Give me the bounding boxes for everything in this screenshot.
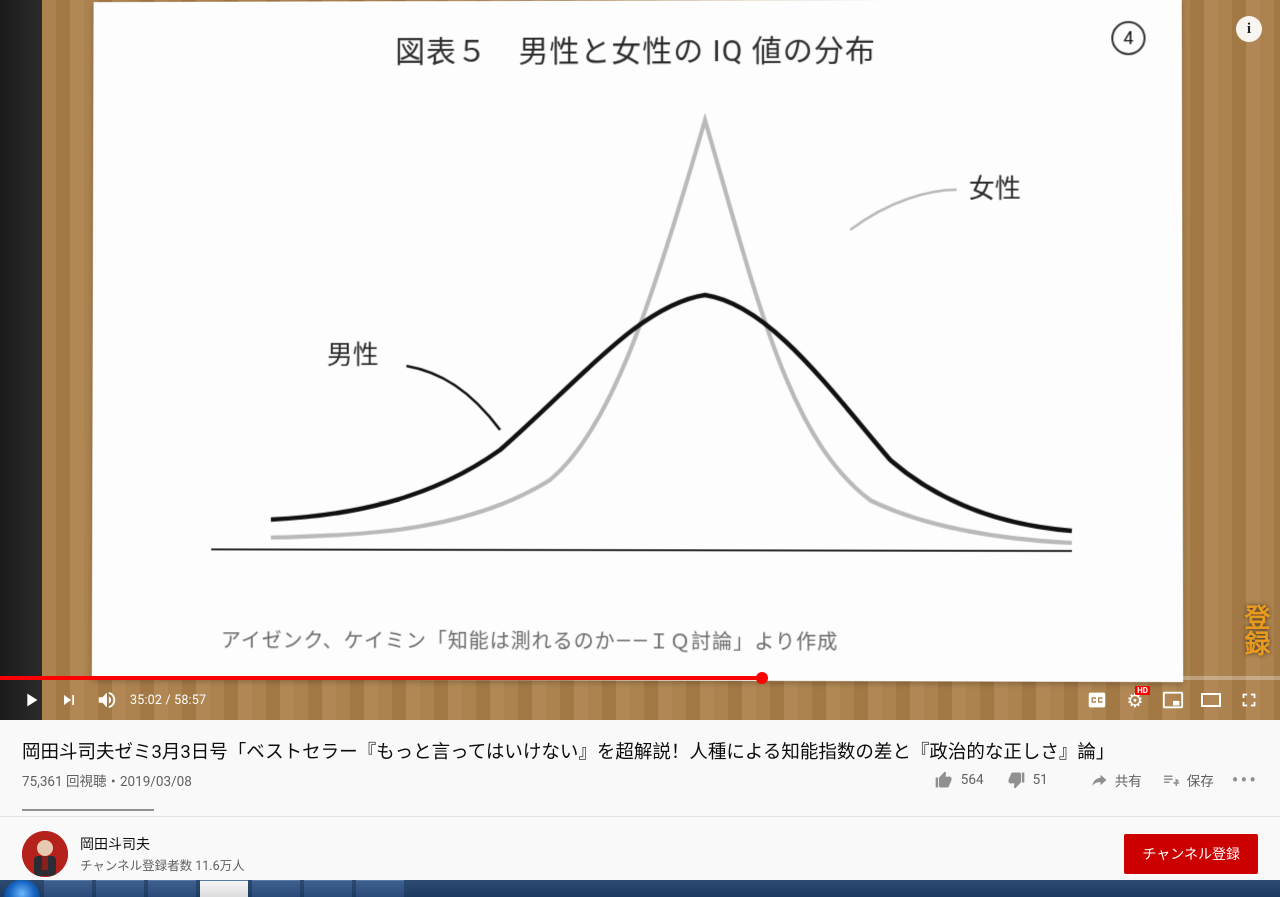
thumb-down-icon [1006,770,1026,790]
curve-female [271,119,1072,543]
callout-male [406,366,500,430]
slide-caption: アイゼンク、ケイミン「知能は測れるのか――ＩＱ討論」より作成 [221,624,838,655]
register-watermark: 登録 [1237,604,1274,656]
more-actions-button[interactable]: ••• [1232,768,1258,792]
label-female: 女性 [969,174,1021,204]
thumb-up-icon [934,770,954,790]
taskbar-item[interactable] [44,880,92,897]
os-taskbar[interactable] [0,880,1280,897]
video-edge-shadow [0,0,42,720]
taskbar-item[interactable] [304,880,352,897]
share-button[interactable]: 共有 [1090,770,1142,790]
avatar-image [22,831,68,877]
taskbar-item[interactable] [356,880,404,897]
theater-button[interactable] [1192,680,1230,720]
video-title: 岡田斗司夫ゼミ3月3日号「ベストセラー『もっと言ってはいけない』を超解説！人種に… [22,738,1258,764]
video-player[interactable]: 図表５ 男性と女性の IQ 値の分布 4 女性 男性 アイゼンク、ケイミン「知能… [0,0,1280,720]
dislike-count: 51 [1033,772,1048,788]
taskbar-item[interactable] [252,880,300,897]
like-count: 564 [961,772,984,788]
dislike-button[interactable]: 51 [1006,770,1048,790]
slide-panel: 図表５ 男性と女性の IQ 値の分布 4 女性 男性 アイゼンク、ケイミン「知能… [92,0,1183,682]
player-controls: 35:02 / 58:57 ⚙ HD [0,680,1280,720]
channel-sub-count: チャンネル登録者数 11.6万人 [80,855,245,874]
subtitles-button[interactable] [1078,680,1116,720]
next-button[interactable] [50,680,88,720]
channel-avatar[interactable] [22,831,68,877]
time-current: 35:02 [130,693,162,708]
channel-name[interactable]: 岡田斗司夫 [80,834,245,854]
info-icon[interactable]: i [1236,16,1262,42]
like-button[interactable]: 564 [934,770,984,790]
time-display: 35:02 / 58:57 [130,693,206,708]
play-button[interactable] [12,680,50,720]
taskbar-item[interactable] [200,880,248,897]
hd-badge: HD [1135,686,1150,695]
playlist-add-icon [1162,771,1180,789]
slide-page-mark: 4 [1111,21,1145,55]
video-stats: 75,361 回視聴・2019/03/08 [22,770,192,790]
start-button[interactable] [4,880,40,897]
curve-male [271,295,1072,531]
distribution-chart: 女性 男性 [152,59,1133,601]
share-icon [1090,771,1108,789]
channel-text: 岡田斗司夫 チャンネル登録者数 11.6万人 [80,834,245,874]
label-male: 男性 [327,341,379,371]
volume-button[interactable] [88,680,126,720]
sentiment-bar: 564 51 [934,770,1070,790]
fullscreen-button[interactable] [1230,680,1268,720]
video-info: 岡田斗司夫ゼミ3月3日号「ベストセラー『もっと言ってはいけない』を超解説！人種に… [0,720,1280,802]
taskbar-item[interactable] [96,880,144,897]
time-duration: 58:57 [174,693,206,708]
settings-button[interactable]: ⚙ HD [1116,680,1154,720]
publish-date: 2019/03/08 [120,774,192,790]
view-count: 75,361 回視聴 [22,774,106,790]
taskbar-item[interactable] [148,880,196,897]
miniplayer-button[interactable] [1154,680,1192,720]
chart-baseline [211,549,1072,551]
callout-female [850,190,956,230]
subscribe-button[interactable]: チャンネル登録 [1124,834,1258,874]
save-button[interactable]: 保存 [1162,770,1214,790]
channel-row: 岡田斗司夫 チャンネル登録者数 11.6万人 チャンネル登録 [0,817,1280,877]
video-meta-row: 75,361 回視聴・2019/03/08 564 51 共有 保存 ••• [22,768,1258,802]
